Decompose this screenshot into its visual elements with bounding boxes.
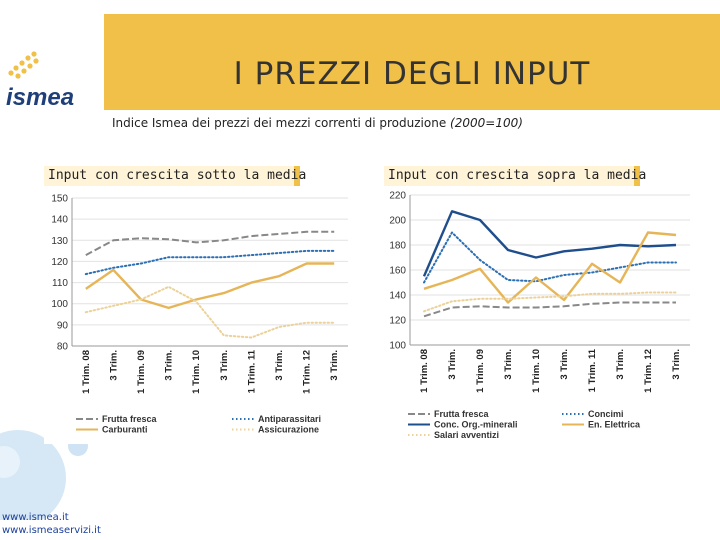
series-line <box>423 231 677 304</box>
footer-links: www.ismea.it www.ismeaservizi.it <box>2 511 101 537</box>
y-tick-label: 140 <box>389 291 406 302</box>
x-tick-label: 1 Trim. 09 <box>136 350 147 394</box>
chart-title: Input con crescita sotto la media <box>44 166 306 186</box>
legend-label: Frutta fresca <box>434 409 490 419</box>
series-line <box>84 285 336 339</box>
series-line <box>423 231 677 284</box>
x-tick-label: 3 Trim. <box>671 349 682 380</box>
y-tick-label: 150 <box>51 194 68 205</box>
x-tick-label: 1 Trim. 10 <box>191 350 202 394</box>
legend-label: Conc. Org.-minerali <box>434 420 518 430</box>
legend-label: Frutta fresca <box>102 414 158 424</box>
y-tick-label: 110 <box>52 278 68 289</box>
x-tick-label: 1 Trim. 11 <box>587 348 598 392</box>
x-tick-label: 3 Trim. <box>108 350 119 381</box>
x-tick-label: 3 Trim. <box>219 350 230 381</box>
logo-text: ismea <box>6 84 74 110</box>
chart-plot: 80 90 100 110 120 130 140 150 1 Trim. 08 3 Trim. 1… <box>51 194 348 435</box>
legend-label: Antiparassitari <box>258 414 321 424</box>
y-tick-label: 120 <box>389 316 406 327</box>
x-tick-label: 3 Trim. <box>329 350 340 381</box>
series-line <box>422 210 677 277</box>
y-tick-label: 180 <box>389 241 406 252</box>
y-tick-label: 120 <box>51 257 68 268</box>
series-line <box>423 301 676 318</box>
x-tick-label: 3 Trim. <box>447 349 458 380</box>
y-tick-label: 140 <box>51 215 68 226</box>
y-tick-label: 90 <box>57 320 69 331</box>
x-tick-label: 1 Trim. 11 <box>246 349 257 393</box>
subtitle-note: (2000=100) <box>450 116 523 130</box>
subtitle-main: Indice Ismea dei prezzi dei mezzi corren… <box>112 116 447 130</box>
x-tick-label: 1 Trim. 08 <box>81 350 92 394</box>
chart-title: Input con crescita sopra la media <box>384 166 646 186</box>
ismea-logo: ismea <box>6 51 74 110</box>
x-tick-label: 3 Trim. <box>164 350 175 381</box>
page-title: I PREZZI DEGLI INPUT <box>233 56 591 92</box>
x-tick-label: 3 Trim. <box>503 349 514 380</box>
title-banner: I PREZZI DEGLI INPUT <box>104 14 720 110</box>
y-tick-label: 100 <box>51 299 68 310</box>
legend-label: Salari avventizi <box>434 430 499 440</box>
series-line <box>84 249 336 276</box>
footer-link-ismeaservizi[interactable]: www.ismeaservizi.it <box>2 525 101 536</box>
chart-plot: 100 120 140 160 180 200 220 1 Trim. 08 3 Trim. 1 … <box>389 191 690 440</box>
legend-label: En. Elettrica <box>588 420 641 430</box>
x-tick-label: 3 Trim. <box>559 349 570 380</box>
y-tick-label: 130 <box>51 236 68 247</box>
y-tick-label: 80 <box>57 342 69 353</box>
x-tick-label: 1 Trim. 12 <box>302 350 313 394</box>
x-tick-label: 3 Trim. <box>274 350 285 381</box>
x-tick-label: 3 Trim. <box>615 349 626 380</box>
chart-above-average: Input con crescita sopra la media 100 120… <box>384 166 696 444</box>
chart-below-average: Input con crescita sotto la media 80 90 10… <box>44 166 350 444</box>
legend-label: Carburanti <box>102 425 148 435</box>
legend-label: Concimi <box>588 409 624 419</box>
x-tick-label: 1 Trim. 08 <box>419 349 430 393</box>
y-tick-label: 200 <box>389 216 406 227</box>
legend-label: Assicurazione <box>258 425 319 435</box>
y-tick-label: 160 <box>389 266 406 277</box>
decorative-bubbles <box>0 420 95 520</box>
x-tick-label: 1 Trim. 10 <box>531 349 542 393</box>
chart-subtitle: Indice Ismea dei prezzi dei mezzi corren… <box>112 116 672 130</box>
series-line <box>85 230 335 256</box>
x-tick-label: 1 Trim. 09 <box>475 349 486 393</box>
y-tick-label: 100 <box>389 341 406 352</box>
footer-link-ismea[interactable]: www.ismea.it <box>2 512 69 523</box>
series-line <box>423 291 677 313</box>
x-tick-label: 1 Trim. 12 <box>643 349 654 393</box>
y-tick-label: 220 <box>389 191 406 202</box>
series-line <box>85 262 335 310</box>
